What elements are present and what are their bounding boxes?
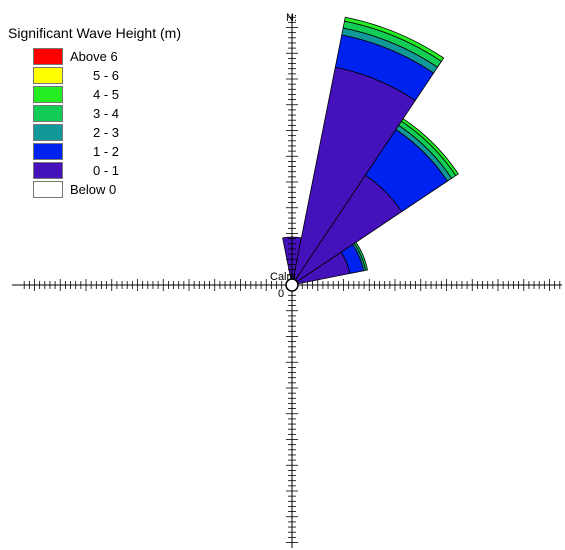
legend-item: Above 6	[33, 48, 233, 66]
legend-swatch	[33, 181, 63, 198]
legend-title: Significant Wave Height (m)	[8, 25, 181, 41]
rose-segment	[400, 118, 459, 177]
rose-segment	[353, 241, 368, 271]
legend-item: 4 - 5	[33, 86, 233, 104]
legend-swatch	[33, 143, 63, 160]
legend-item: 1 - 2	[33, 143, 233, 161]
calm-circle	[285, 278, 299, 292]
legend-swatch	[33, 48, 63, 65]
legend-swatch	[33, 86, 63, 103]
legend-swatch	[33, 105, 63, 122]
legend-swatch	[33, 162, 63, 179]
zero-label: 0	[278, 288, 284, 300]
rose-segment	[344, 16, 445, 62]
legend-item: 3 - 4	[33, 105, 233, 123]
calm-label: Calm	[270, 271, 296, 283]
legend-item: Below 0	[33, 181, 233, 199]
rose-sectors	[282, 16, 459, 286]
legend-label: 5 - 6	[93, 68, 120, 83]
legend-label: 0 - 1	[93, 163, 120, 178]
legend-label: Above 6	[70, 49, 118, 64]
legend-item: 5 - 6	[33, 67, 233, 85]
north-label: N:	[286, 12, 297, 24]
legend-label: 2 - 3	[93, 125, 120, 140]
rose-labels: N: Calm 0	[270, 12, 297, 300]
legend-label: 4 - 5	[93, 87, 120, 102]
legend-item: 0 - 1	[33, 162, 233, 180]
legend-item: 2 - 3	[33, 124, 233, 142]
legend-swatch	[33, 67, 63, 84]
legend-label: Below 0	[70, 182, 117, 197]
legend-label: 3 - 4	[93, 106, 120, 121]
legend-swatch	[33, 124, 63, 141]
rose-axes	[12, 14, 562, 548]
legend-label: 1 - 2	[93, 144, 120, 159]
